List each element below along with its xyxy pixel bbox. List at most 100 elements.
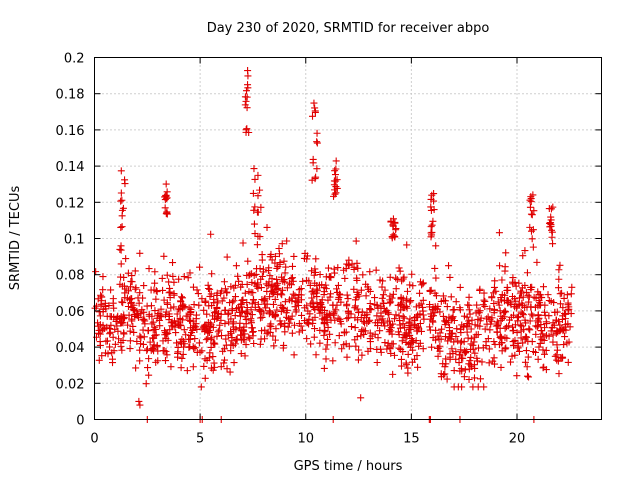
data-point [243,125,251,133]
data-point [120,273,128,281]
data-point [288,329,296,337]
data-point [103,323,111,331]
data-point [161,357,169,365]
data-point [117,167,125,175]
data-point [166,326,174,334]
data-point [147,302,155,310]
data-point [389,340,397,348]
data-point [561,333,569,341]
data-point [389,290,397,298]
data-point [503,286,511,294]
data-point [470,374,478,382]
data-point [406,315,414,323]
data-point [330,181,338,189]
data-point [209,366,217,374]
data-point [292,297,300,305]
data-point [195,301,203,309]
data-point [162,180,170,188]
data-point [248,278,256,286]
data-point [211,315,219,323]
data-point [548,228,556,236]
data-point [241,93,249,101]
data-point [436,308,444,316]
data-point [259,268,267,276]
data-point [157,313,165,321]
data-point [175,321,183,329]
data-point [455,359,463,367]
data-point [530,207,538,215]
data-point [311,313,319,321]
data-point [483,320,491,328]
data-point [256,233,264,241]
data-point [384,317,392,325]
data-point [133,337,141,345]
data-point [441,333,449,341]
data-point [352,237,360,245]
data-point [399,348,407,356]
data-point [416,289,424,297]
data-point [104,350,112,358]
data-point [135,299,143,307]
data-point [535,297,543,305]
data-point [532,348,540,356]
data-point [511,303,519,311]
data-point [205,354,213,362]
data-point [180,326,188,334]
data-point [416,339,424,347]
data-point [549,203,557,211]
data-point [407,323,415,331]
data-point [430,190,438,198]
data-point [266,308,274,316]
data-point [122,255,130,263]
data-point [310,333,318,341]
data-point [384,339,392,347]
data-point [333,184,341,192]
data-point [284,315,292,323]
data-point [200,306,208,314]
data-point [490,338,498,346]
data-point [406,281,414,289]
data-point [565,305,573,313]
data-point [226,299,234,307]
data-point [120,330,128,338]
data-point [525,373,533,381]
data-point [514,313,522,321]
data-point [98,352,106,360]
data-point [553,346,561,354]
data-point [465,365,473,373]
data-point [213,305,221,313]
data-point [243,309,251,317]
data-point [355,346,363,354]
data-point [134,314,142,322]
data-point [563,339,571,347]
data-point [209,353,217,361]
data-point [257,203,265,211]
data-point [331,167,339,175]
data-point [560,294,568,302]
data-point [551,352,559,360]
data-point [311,265,319,273]
data-point [254,208,262,216]
data-point [335,332,343,340]
y-tick-label: 0.02 [56,377,85,392]
data-point [264,282,272,290]
data-point [284,323,292,331]
data-point [129,322,137,330]
data-point [154,347,162,355]
data-point [435,344,443,352]
data-point [295,302,303,309]
data-point [163,351,171,359]
data-point [245,288,253,296]
data-point [309,299,317,307]
data-point [386,273,394,281]
data-point [366,268,374,276]
data-point [207,343,215,351]
data-point [341,274,349,282]
data-point [337,298,345,306]
data-point [522,347,530,355]
data-point [563,291,571,299]
data-point [359,271,367,279]
data-point [497,363,505,371]
data-point [460,312,468,320]
data-point [280,257,288,265]
